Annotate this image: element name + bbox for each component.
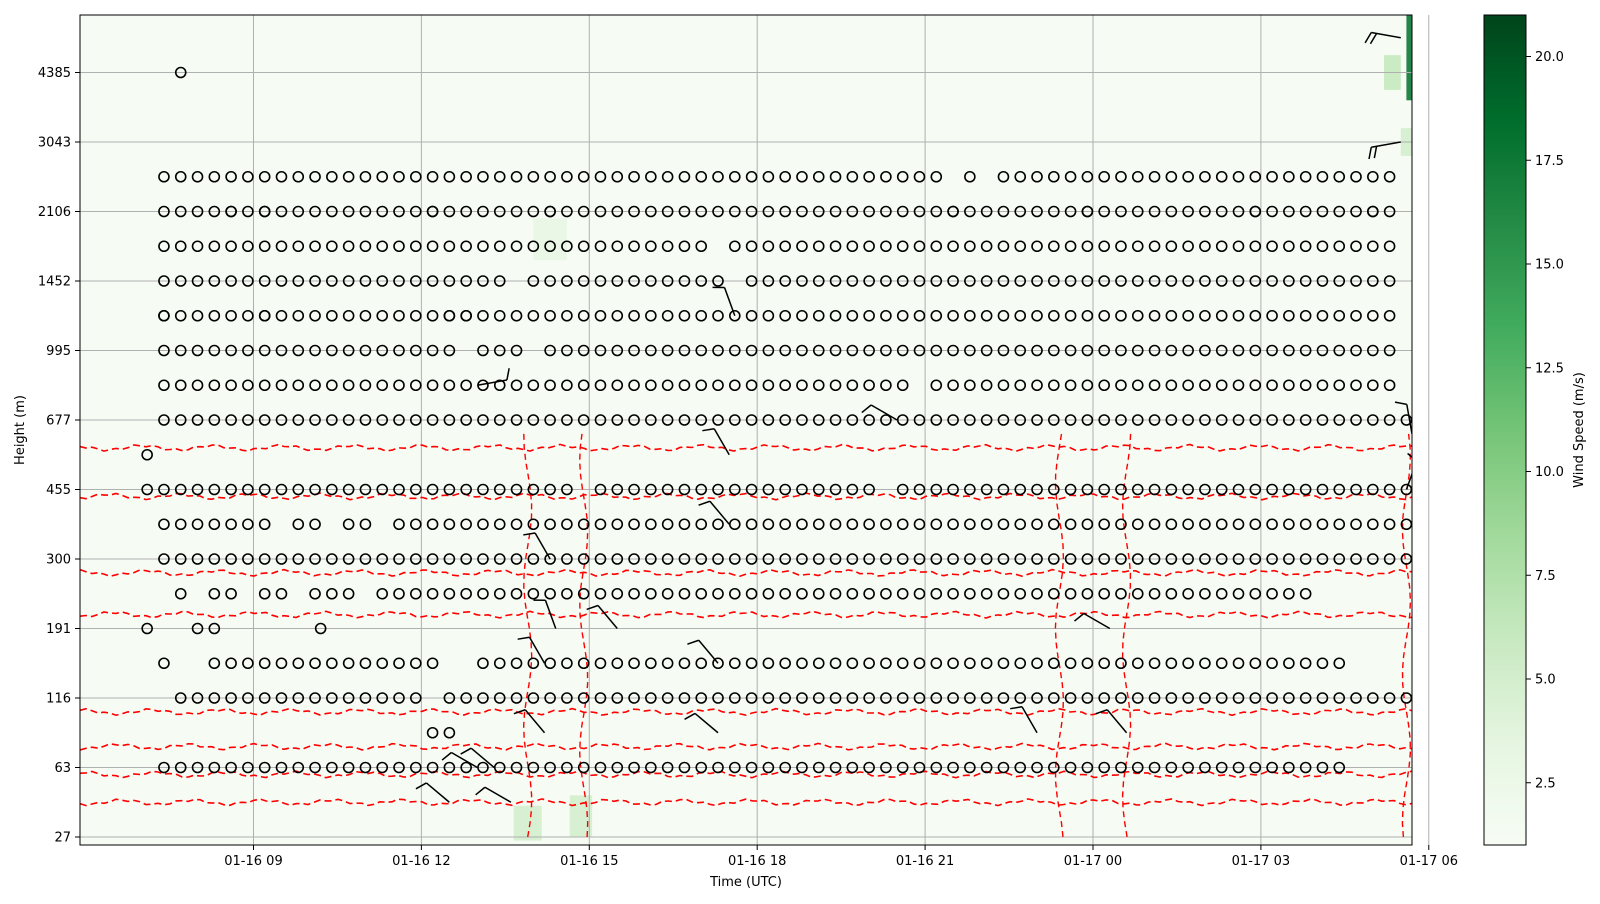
y-tick-label: 677 — [46, 414, 71, 429]
y-tick-label: 455 — [46, 483, 71, 498]
colorbar-tick-label: 2.5 — [1535, 776, 1556, 791]
y-tick-label: 27 — [54, 831, 71, 846]
y-axis-label: Height (m) — [13, 395, 28, 465]
x-tick-label: 01-16 18 — [728, 854, 786, 869]
speed-patch — [533, 218, 567, 260]
y-tick-label: 116 — [46, 692, 71, 707]
colorbar-tick-label: 17.5 — [1535, 154, 1564, 169]
y-tick-label: 4385 — [38, 66, 71, 81]
y-tick-label: 2106 — [38, 205, 71, 220]
colorbar-tick-label: 7.5 — [1535, 569, 1556, 584]
calm-marker — [747, 0, 757, 8]
x-tick-label: 01-17 00 — [1064, 854, 1122, 869]
x-axis-ticks: 01-16 09 01-16 12 01-16 15 01-16 18 01-16 21… — [224, 845, 1458, 869]
colorbar-tick-label: 12.5 — [1535, 361, 1564, 376]
x-tick-label: 01-16 15 — [560, 854, 618, 869]
x-tick-label: 01-17 06 — [1400, 854, 1458, 869]
y-tick-label: 63 — [54, 761, 71, 776]
x-tick-label: 01-17 03 — [1232, 854, 1290, 869]
calm-marker — [461, 0, 471, 8]
y-tick-label: 995 — [46, 344, 71, 359]
colorbar-tick-label: 5.0 — [1535, 673, 1556, 688]
calm-marker — [478, 0, 488, 8]
heatmap-background — [80, 15, 1412, 845]
calm-marker — [260, 0, 270, 8]
colorbar-tick-label: 15.0 — [1535, 258, 1564, 273]
y-tick-label: 1452 — [38, 275, 71, 290]
calm-marker — [512, 0, 522, 8]
y-tick-label: 3043 — [38, 136, 71, 151]
y-tick-label: 300 — [46, 553, 71, 568]
y-tick-label: 191 — [46, 622, 71, 637]
speed-patch — [570, 795, 592, 837]
y-axis-ticks: 27 63 116 191 300 455 677 995 1452 2106 3043 4385 — [38, 66, 80, 846]
calm-marker — [193, 0, 203, 8]
calm-marker — [528, 0, 538, 8]
x-tick-label: 01-16 12 — [392, 854, 450, 869]
x-tick-label: 01-16 21 — [896, 854, 954, 869]
colorbar-ticks: 2.5 5.0 7.5 10.0 12.5 15.0 17.5 20.0 — [1526, 50, 1564, 791]
colorbar-tick-label: 20.0 — [1535, 50, 1564, 65]
calm-marker — [293, 0, 303, 8]
colorbar-label: Wind Speed (m/s) — [1572, 372, 1587, 488]
x-axis-label: Time (UTC) — [709, 875, 782, 890]
x-tick-label: 01-16 09 — [224, 854, 282, 869]
colorbar-bar — [1484, 15, 1526, 845]
colorbar: 2.5 5.0 7.5 10.0 12.5 15.0 17.5 20.0 Wind Speed… — [1484, 15, 1587, 845]
colorbar-tick-label: 10.0 — [1535, 465, 1564, 480]
